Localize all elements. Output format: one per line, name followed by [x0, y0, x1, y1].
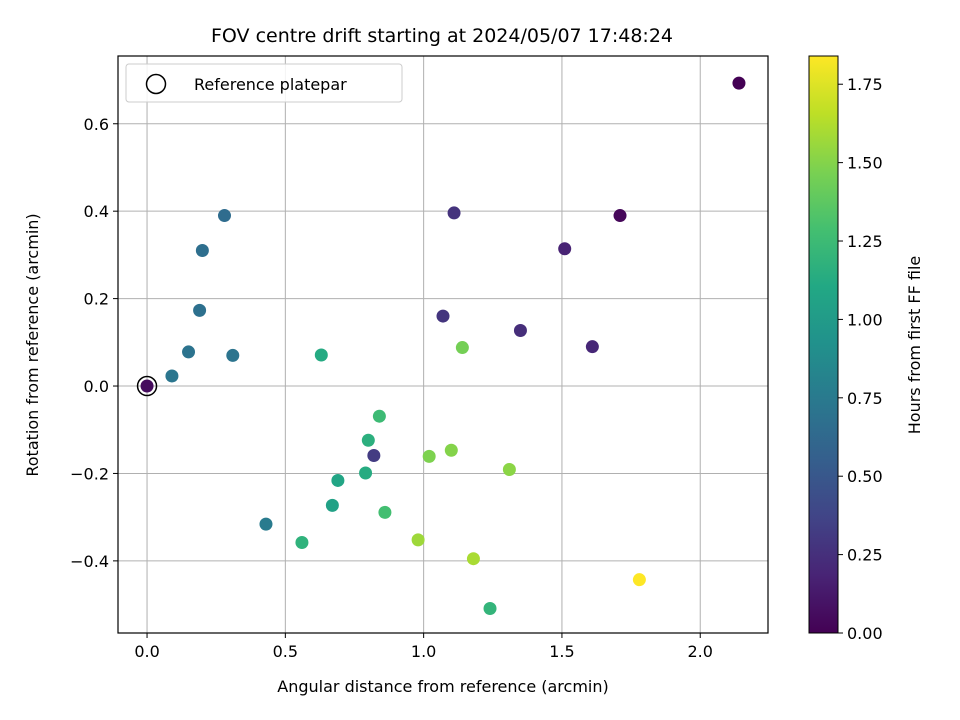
data-point — [226, 348, 240, 362]
x-tick-label: 2.0 — [688, 642, 713, 661]
data-point — [372, 409, 386, 423]
colorbar-tick-label: 0.50 — [847, 467, 883, 486]
data-point — [182, 345, 196, 359]
x-tick-label: 0.5 — [273, 642, 298, 661]
data-point — [455, 341, 469, 355]
data-point — [502, 463, 516, 477]
x-tick-label: 1.5 — [549, 642, 574, 661]
data-point — [447, 206, 461, 220]
y-tick-label: 0.4 — [84, 202, 109, 221]
data-point — [483, 602, 497, 616]
legend: Reference platepar — [125, 63, 403, 103]
legend-reference-marker — [145, 73, 167, 95]
reference-platepar-marker — [136, 375, 158, 397]
data-point — [195, 244, 209, 258]
data-point — [732, 76, 746, 90]
y-tick-label: −0.2 — [70, 464, 109, 483]
data-points — [140, 76, 746, 616]
data-point — [613, 209, 627, 223]
y-tick-label: 0.2 — [84, 290, 109, 309]
data-point — [558, 242, 572, 256]
data-point — [444, 443, 458, 457]
data-point — [140, 379, 154, 393]
y-tick-label: −0.4 — [70, 552, 109, 571]
data-point — [513, 324, 527, 338]
colorbar-tick-label: 1.25 — [847, 232, 883, 251]
data-point — [193, 303, 207, 317]
data-point — [325, 498, 339, 512]
data-point — [217, 209, 231, 223]
legend-label: Reference platepar — [194, 75, 347, 94]
data-point — [436, 309, 450, 323]
colorbar-tick-label: 1.75 — [847, 75, 883, 94]
legend-box — [125, 63, 403, 103]
colorbar-tick-label: 0.25 — [847, 546, 883, 565]
data-point — [359, 466, 373, 480]
colorbar-ticks: 0.00 0.25 0.50 0.75 1.00 1.25 1.50 1.75 — [838, 75, 883, 643]
y-axis-ticks: −0.4 −0.2 0.0 0.2 0.4 0.6 — [70, 115, 118, 571]
reference-marker-layer — [136, 375, 158, 397]
colorbar-tick-label: 1.50 — [847, 154, 883, 173]
y-tick-label: 0.0 — [84, 377, 109, 396]
data-point — [632, 573, 646, 587]
chart-title: FOV centre drift starting at 2024/05/07 … — [211, 25, 673, 47]
data-point — [422, 449, 436, 463]
colorbar-tick-label: 0.00 — [847, 624, 883, 643]
x-tick-label: 0.0 — [134, 642, 159, 661]
y-axis-label: Rotation from reference (arcmin) — [23, 213, 42, 476]
data-point — [585, 340, 599, 354]
colorbar-label: Hours from first FF file — [905, 256, 924, 435]
data-point — [259, 517, 273, 531]
colorbar — [808, 55, 839, 634]
x-axis-ticks: 0.0 0.5 1.0 1.5 2.0 — [134, 633, 713, 661]
grid-lines — [118, 56, 768, 633]
data-point — [466, 552, 480, 566]
data-point — [165, 369, 179, 383]
x-tick-label: 1.0 — [411, 642, 436, 661]
data-point — [361, 433, 375, 447]
plot-frame — [117, 55, 769, 634]
colorbar-tick-label: 0.75 — [847, 389, 883, 408]
y-tick-label: 0.6 — [84, 115, 109, 134]
data-point — [378, 505, 392, 519]
data-point — [331, 473, 345, 487]
data-point — [295, 536, 309, 550]
data-point — [314, 348, 328, 362]
data-point — [367, 449, 381, 463]
colorbar-tick-label: 1.00 — [847, 310, 883, 329]
data-point — [411, 533, 425, 547]
x-axis-label: Angular distance from reference (arcmin) — [277, 677, 608, 696]
